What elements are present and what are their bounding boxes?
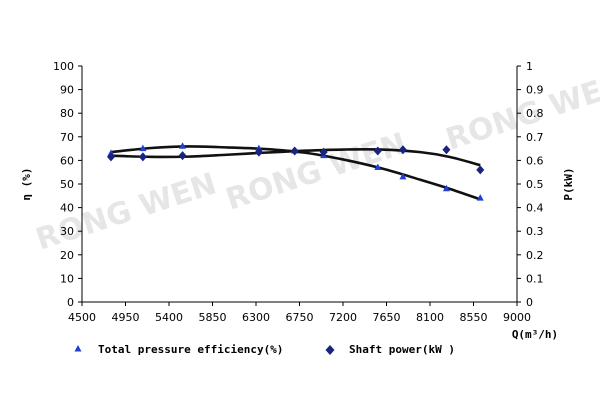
x-tick-label: 5850 (199, 311, 227, 324)
x-tick-label: 9000 (503, 311, 531, 324)
left-y-tick-label: 60 (60, 154, 74, 167)
x-tick-label: 4950 (112, 311, 140, 324)
watermark-text: RONG WEN (442, 66, 600, 157)
right-y-tick-label: 0.2 (526, 249, 544, 262)
efficiency-point (399, 172, 407, 180)
watermark-text: RONG WEN (222, 126, 411, 217)
left-y-axis-title: η (%) (20, 167, 33, 200)
power-point (373, 146, 382, 156)
x-tick-label: 7200 (329, 311, 357, 324)
left-y-tick-label: 40 (60, 202, 74, 215)
efficiency-point (374, 163, 382, 170)
x-tick-label: 6750 (286, 311, 314, 324)
right-y-tick-label: 0.3 (526, 225, 544, 238)
efficiency-point (139, 144, 147, 152)
left-y-tick-label: 10 (60, 272, 74, 285)
power-point (442, 145, 451, 155)
right-y-tick-label: 0.7 (526, 131, 544, 144)
left-y-tick-label: 100 (53, 60, 74, 73)
x-tick-label: 8100 (416, 311, 444, 324)
left-y-tick-label: 50 (60, 178, 74, 191)
power-point (254, 147, 263, 157)
left-y-tick-label: 80 (60, 107, 74, 120)
power-point (178, 151, 187, 161)
efficiency-point (476, 194, 484, 201)
trend-line-1 (110, 148, 481, 167)
trend-lines (110, 145, 481, 201)
power-point (107, 152, 115, 162)
trend-line-0 (110, 145, 481, 201)
left-y-tick-label: 70 (60, 131, 74, 144)
right-y-tick-label: 0.1 (526, 272, 544, 285)
left-y-tick-label: 90 (60, 84, 74, 97)
efficiency-point (442, 184, 450, 192)
right-y-tick-label: 0.9 (526, 84, 544, 97)
power-point (290, 146, 299, 156)
data-markers (107, 142, 485, 201)
right-y-axis-title: P(kW) (562, 167, 575, 200)
power-point (138, 152, 147, 162)
x-tick-label: 6300 (242, 311, 270, 324)
legend-triangle-icon (74, 345, 82, 352)
right-y-tick-label: 0.6 (526, 154, 544, 167)
left-y-tick-label: 0 (67, 296, 74, 309)
x-tick-label: 4500 (68, 311, 96, 324)
x-tick-label: 8550 (460, 311, 488, 324)
efficiency-point (179, 142, 187, 149)
right-y-tick-label: 0.5 (526, 178, 544, 191)
left-y-tick-label: 30 (60, 225, 74, 238)
legend: Total pressure efficiency(%) Shaft power(… (74, 343, 455, 356)
legend-diamond-icon (325, 345, 335, 355)
right-y-tick-label: 1 (526, 60, 533, 73)
right-y-tick-label: 0.8 (526, 107, 544, 120)
right-y-tick-label: 0.4 (526, 202, 544, 215)
legend-label-efficiency: Total pressure efficiency(%) (98, 343, 283, 356)
x-tick-label: 7650 (373, 311, 401, 324)
power-point (398, 145, 407, 155)
power-point (319, 147, 328, 157)
x-axis-title: Q(m³/h) (512, 328, 558, 341)
axes-layer: 4500 4950 5400 5850 6300 6750 7200 7650 8100 8550… (20, 60, 575, 341)
legend-label-power: Shaft power(kW ) (349, 343, 455, 356)
right-y-tick-label: 0 (526, 296, 533, 309)
left-y-tick-label: 20 (60, 249, 74, 262)
x-tick-label: 5400 (155, 311, 183, 324)
power-point (476, 165, 485, 175)
